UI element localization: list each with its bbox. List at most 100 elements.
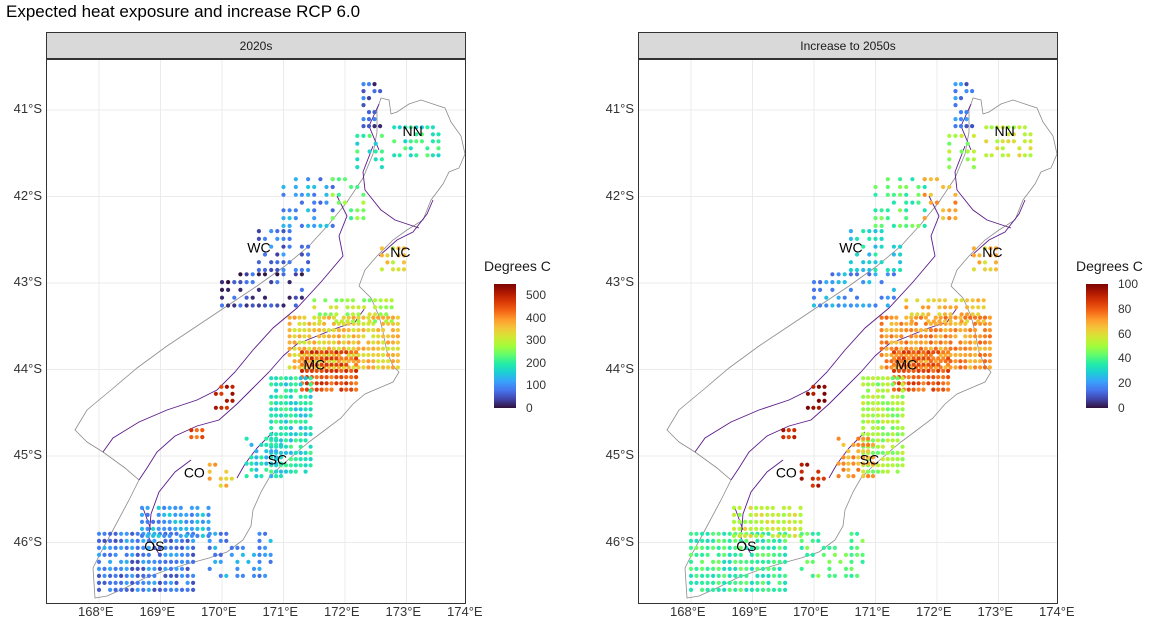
exposure-point [965, 312, 970, 317]
exposure-point [861, 449, 866, 454]
legend-tick-label: 100 [1118, 277, 1139, 291]
exposure-point [759, 533, 764, 538]
exposure-point [113, 587, 118, 593]
exposure-point [879, 244, 884, 249]
exposure-point [841, 442, 846, 447]
exposure-point [130, 552, 135, 557]
exposure-point [931, 350, 936, 355]
exposure-point [700, 587, 705, 593]
exposure-point [356, 359, 361, 364]
exposure-point [934, 200, 940, 205]
exposure-point [988, 253, 993, 258]
exposure-point [914, 365, 919, 370]
exposure-point [900, 457, 905, 462]
exposure-point [218, 573, 223, 579]
exposure-point [259, 461, 264, 466]
exposure-point [235, 559, 240, 564]
exposure-point [770, 512, 775, 517]
exposure-point [711, 545, 716, 550]
exposure-point [229, 552, 234, 557]
exposure-point [331, 365, 336, 370]
exposure-point [766, 531, 771, 536]
exposure-point [816, 538, 821, 543]
exposure-point [207, 476, 212, 481]
exposure-point [931, 368, 936, 373]
exposure-point [371, 328, 376, 333]
map-panel-increase: Increase to 2050s NN WC NC MC CO SC OS [638, 32, 1058, 604]
exposure-point [899, 346, 904, 351]
exposure-point [716, 573, 721, 579]
exposure-point [916, 356, 921, 361]
exposure-point [381, 352, 386, 358]
exposure-point [173, 526, 178, 531]
exposure-point [322, 359, 327, 364]
legend-title: Degrees C [1076, 258, 1143, 274]
exposure-point [334, 356, 339, 361]
exposure-point [938, 328, 943, 333]
exposure-point [274, 394, 279, 399]
exposure-point [307, 321, 312, 326]
exposure-point [302, 346, 307, 351]
exposure-point [275, 252, 280, 257]
exposure-point [119, 580, 124, 586]
exposure-point [733, 552, 738, 557]
exposure-point [938, 315, 943, 320]
exposure-point [904, 359, 909, 364]
exposure-point [861, 303, 866, 308]
exposure-point [344, 350, 349, 355]
exposure-point [765, 526, 770, 531]
exposure-point [781, 428, 786, 433]
exposure-point [292, 346, 297, 351]
exposure-point [931, 319, 936, 324]
exposure-point [926, 312, 931, 317]
exposure-point [278, 425, 284, 431]
exposure-point [288, 463, 293, 468]
exposure-point [849, 538, 854, 543]
exposure-point [293, 177, 298, 182]
exposure-point [737, 512, 742, 517]
exposure-point [312, 359, 317, 364]
exposure-point [329, 387, 334, 392]
exposure-point [958, 315, 963, 320]
exposure-point [933, 334, 938, 339]
exposure-point [921, 362, 926, 367]
exposure-point [964, 117, 969, 122]
exposure-point [895, 425, 900, 431]
exposure-point [943, 346, 948, 351]
exposure-point [891, 192, 896, 197]
exposure-point [293, 208, 298, 213]
exposure-point [162, 526, 167, 531]
exposure-point [262, 252, 268, 257]
exposure-point [879, 328, 884, 333]
region-border [730, 355, 876, 481]
exposure-point [811, 405, 816, 410]
exposure-point [168, 559, 174, 564]
exposure-point [760, 566, 766, 571]
exposure-point [816, 483, 821, 488]
exposure-point [206, 505, 211, 510]
exposure-point [350, 312, 356, 317]
exposure-point [755, 587, 760, 593]
exposure-point [351, 359, 356, 364]
exposure-point [891, 287, 896, 292]
exposure-point [787, 512, 792, 517]
exposure-point [954, 298, 959, 303]
exposure-point [367, 319, 372, 324]
exposure-point [283, 401, 289, 406]
exposure-point [318, 200, 323, 205]
exposure-point [302, 352, 307, 358]
exposure-point [953, 103, 958, 108]
exposure-point [771, 545, 777, 550]
exposure-point [96, 573, 102, 579]
exposure-point [885, 303, 890, 308]
exposure-point [200, 526, 205, 531]
exposure-point [312, 315, 317, 320]
exposure-point [174, 545, 179, 550]
exposure-point [226, 303, 231, 308]
exposure-point [733, 566, 738, 571]
exposure-point [875, 425, 881, 431]
exposure-point [965, 305, 970, 310]
exposure-point [189, 519, 194, 524]
exposure-point [896, 381, 901, 386]
exposure-point [283, 463, 289, 468]
